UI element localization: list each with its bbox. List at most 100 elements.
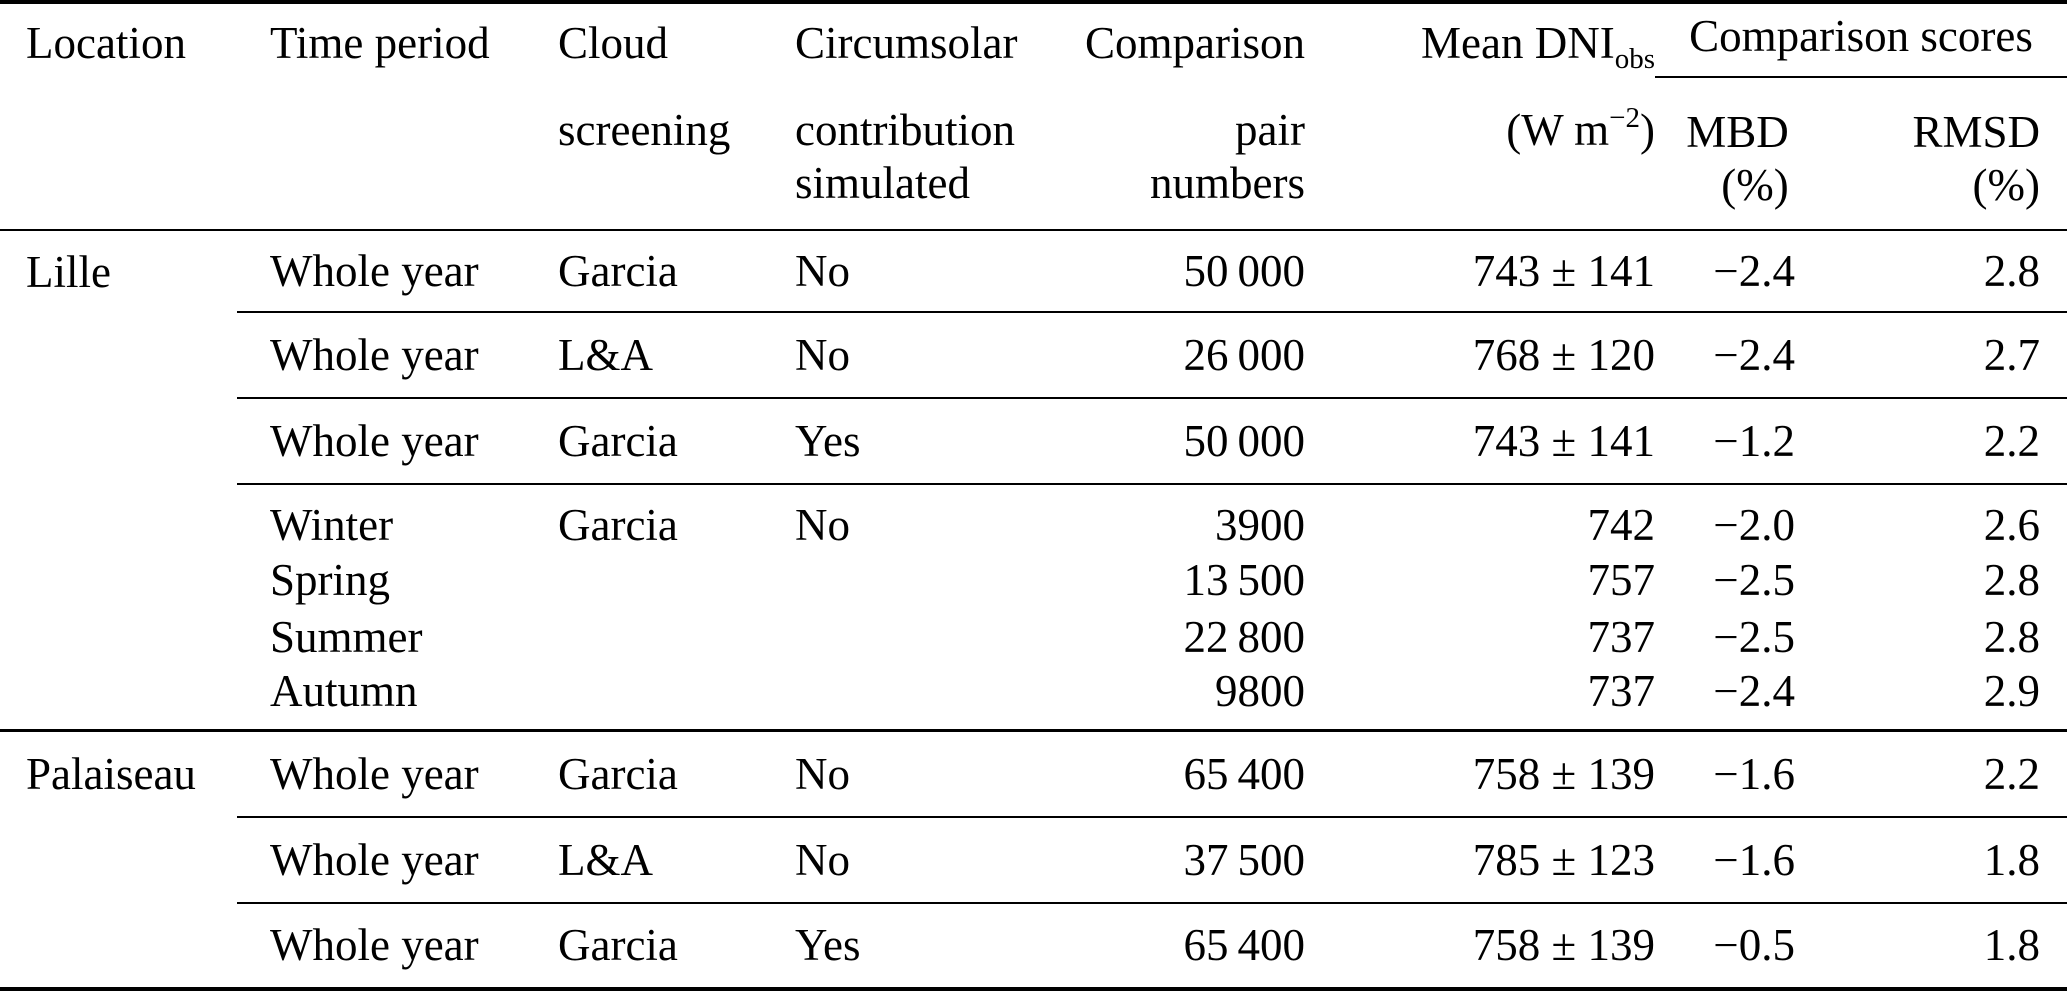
cell-mbd: −2.0: [1713, 500, 1795, 550]
cell-cloud-screening: L&A: [558, 312, 795, 399]
cell-time-period: Whole year: [270, 920, 479, 970]
table-row: Lille Whole year Garcia No 50 000 743 ± …: [0, 230, 2067, 313]
cell-mbd: −2.5: [1713, 554, 1795, 605]
cell-time-period: Whole year: [237, 398, 558, 485]
table-row: Autumn 9800 737 −2.4 2.9: [0, 665, 2067, 732]
cell-cloud-screening: [558, 551, 795, 608]
cell-rmsd: 2.8: [1983, 554, 2040, 605]
cell-circumsolar: No: [795, 312, 1060, 399]
cell-mean-dni: 758 ± 139: [1305, 730, 1655, 818]
cell-pair-numbers: 50 000: [1060, 398, 1305, 485]
table-row: Spring 13 500 757 −2.5 2.8: [0, 551, 2067, 608]
header-circumsolar: Circumsolar contribution simulated: [795, 2, 1060, 231]
cell-rmsd: 1.8: [1800, 816, 2067, 904]
cell-cloud-screening: [558, 608, 795, 665]
table-row: Whole year L&A No 26 000 768 ± 120 −2.4 …: [0, 312, 2067, 399]
cell-time-period: Whole year: [237, 816, 558, 904]
cell-mean-dni: 742: [1587, 500, 1656, 550]
cell-location: [0, 484, 237, 551]
cell-time-period: Whole year: [237, 230, 558, 313]
cell-cloud-screening: Garcia: [558, 500, 678, 550]
cell-cloud-screening: Garcia: [558, 730, 795, 818]
cell-pair-numbers: 9800: [1060, 665, 1305, 732]
cell-rmsd: 2.9: [1800, 665, 2067, 732]
table-row: Whole year L&A No 37 500 785 ± 123 −1.6 …: [0, 816, 2067, 904]
cell-pair-numbers: 50 000: [1060, 230, 1305, 313]
cell-rmsd: 2.8: [1983, 611, 2040, 662]
cell-location: Lille: [26, 246, 111, 297]
table-row: Palaiseau Whole year Garcia No 65 400 75…: [0, 730, 2067, 818]
cell-rmsd: 2.7: [1800, 312, 2067, 399]
cell-rmsd: 2.6: [1983, 500, 2040, 550]
cell-rmsd: 1.8: [1983, 920, 2040, 970]
cell-location: [0, 312, 237, 398]
cell-mean-dni: 785 ± 123: [1305, 816, 1655, 904]
cell-pair-numbers: 26 000: [1060, 312, 1305, 399]
cell-pair-numbers: 22 800: [1183, 611, 1305, 662]
cell-circumsolar: [795, 551, 1060, 608]
table-row: Whole year Garcia Yes 50 000 743 ± 141 −…: [0, 398, 2067, 485]
cell-cloud-screening: Garcia: [558, 398, 795, 485]
cell-mbd: −2.5: [1713, 611, 1795, 662]
cell-mean-dni: 737: [1305, 665, 1655, 732]
cell-time-period: Spring: [270, 554, 391, 605]
table-row: Winter Garcia No 3900 742 −2.0 2.6: [0, 484, 2067, 551]
cell-mbd: −0.5: [1713, 920, 1795, 970]
table-row: Whole year Garcia Yes 65 400 758 ± 139 −…: [0, 903, 2067, 989]
cell-circumsolar: [795, 608, 1060, 665]
cell-mean-dni: 758 ± 139: [1472, 920, 1655, 970]
cell-circumsolar: Yes: [795, 398, 1060, 485]
cell-circumsolar: Yes: [795, 920, 861, 970]
header-cloud-screening: Cloud screening: [558, 2, 795, 231]
cell-rmsd: 2.2: [1800, 398, 2067, 485]
cell-circumsolar: No: [795, 230, 1060, 313]
table-body: Lille Whole year Garcia No 50 000 743 ± …: [0, 230, 2067, 989]
cell-pair-numbers: 37 500: [1060, 816, 1305, 904]
header-rmsd: RMSD (%): [1912, 107, 2040, 210]
header-location: Location: [0, 2, 237, 231]
cell-cloud-screening: [558, 665, 795, 732]
cell-pair-numbers: 3900: [1215, 500, 1305, 550]
cell-location: [0, 665, 237, 732]
cell-time-period: Whole year: [237, 730, 558, 818]
cell-time-period: Summer: [270, 611, 423, 662]
cell-location: [0, 903, 237, 989]
cell-pair-numbers: 13 500: [1183, 554, 1305, 605]
cell-cloud-screening: L&A: [558, 816, 795, 904]
cell-cloud-screening: Garcia: [558, 920, 678, 970]
cell-rmsd: 2.8: [1800, 230, 2067, 313]
cell-pair-numbers: 65 400: [1183, 920, 1305, 970]
cell-location: [0, 551, 237, 608]
cell-mbd: −1.2: [1655, 398, 1800, 485]
cell-location: Palaiseau: [26, 749, 196, 800]
cell-time-period: Whole year: [237, 312, 558, 399]
cell-time-period: Winter: [270, 500, 394, 550]
cell-mean-dni: 743 ± 141: [1305, 398, 1655, 485]
cell-cloud-screening: Garcia: [558, 230, 795, 313]
cell-mbd: −1.6: [1655, 816, 1800, 904]
cell-circumsolar: [795, 665, 1060, 732]
cell-pair-numbers: 65 400: [1060, 730, 1305, 818]
cell-mean-dni: 737: [1587, 611, 1656, 662]
cell-circumsolar: No: [795, 500, 850, 550]
comparison-scores-label: Comparison scores: [1655, 4, 2067, 78]
cell-mbd: −2.4: [1655, 230, 1800, 313]
table-row: Summer 22 800 737 −2.5 2.8: [0, 608, 2067, 665]
cell-mbd: −2.4: [1655, 312, 1800, 399]
cell-mbd: −2.4: [1655, 665, 1800, 732]
header-mbd: MBD (%): [1686, 107, 1789, 210]
cell-mean-dni: 743 ± 141: [1305, 230, 1655, 313]
cell-location: [0, 608, 237, 665]
dni-exponent: −2: [1609, 102, 1640, 134]
cell-rmsd: 2.2: [1800, 730, 2067, 818]
cell-mbd: −1.6: [1655, 730, 1800, 818]
header-pair-numbers: Comparison pair numbers: [1060, 2, 1305, 231]
cell-circumsolar: No: [795, 730, 1060, 818]
cell-mean-dni: 768 ± 120: [1305, 312, 1655, 399]
cell-time-period: Autumn: [237, 665, 558, 732]
dni-subscript: obs: [1614, 43, 1655, 75]
header-row: Location Time period Cloud screening Cir…: [0, 2, 2067, 231]
header-time-period: Time period: [237, 2, 558, 231]
